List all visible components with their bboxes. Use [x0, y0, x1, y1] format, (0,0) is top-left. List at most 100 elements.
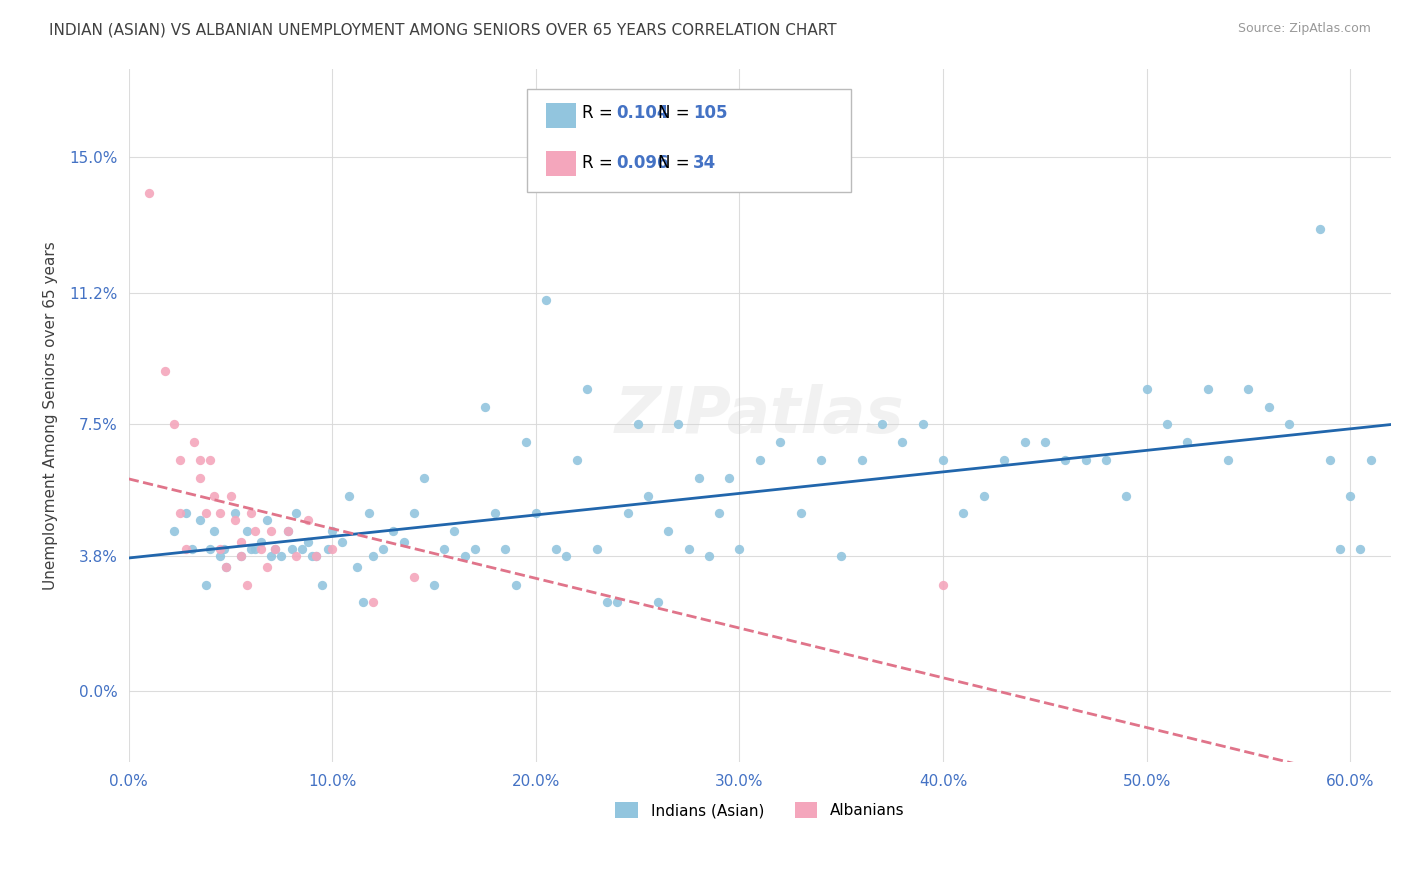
Point — [256, 559, 278, 574]
Point — [932, 453, 955, 467]
Point — [174, 541, 197, 556]
Point — [291, 541, 314, 556]
Text: Source: ZipAtlas.com: Source: ZipAtlas.com — [1237, 22, 1371, 36]
Point — [224, 513, 246, 527]
Point — [546, 541, 568, 556]
Point — [229, 549, 252, 563]
Point — [162, 417, 184, 432]
Point — [402, 570, 425, 584]
Point — [555, 549, 578, 563]
Point — [392, 534, 415, 549]
Point — [180, 541, 202, 556]
Point — [138, 186, 160, 200]
Point — [932, 577, 955, 591]
Point — [443, 524, 465, 538]
Point — [993, 453, 1015, 467]
Point — [361, 549, 384, 563]
Point — [1033, 435, 1056, 450]
Point — [243, 524, 266, 538]
Point — [346, 559, 368, 574]
Point — [209, 549, 232, 563]
Point — [311, 577, 333, 591]
Point — [1197, 382, 1219, 396]
Text: R =: R = — [582, 154, 619, 172]
Point — [297, 534, 319, 549]
Point — [769, 435, 792, 450]
Point — [789, 506, 811, 520]
Point — [169, 453, 191, 467]
Point — [413, 471, 436, 485]
Point — [657, 524, 679, 538]
Point — [301, 549, 323, 563]
Point — [1278, 417, 1301, 432]
Point — [474, 400, 496, 414]
Point — [453, 549, 475, 563]
Point — [1136, 382, 1159, 396]
Point — [1319, 453, 1341, 467]
Point — [162, 524, 184, 538]
Text: N =: N = — [658, 154, 695, 172]
Point — [952, 506, 974, 520]
Text: R =: R = — [582, 104, 619, 122]
Point — [198, 541, 221, 556]
Point — [891, 435, 914, 450]
Point — [305, 549, 328, 563]
Point — [321, 524, 343, 538]
Point — [728, 541, 751, 556]
Y-axis label: Unemployment Among Seniors over 65 years: Unemployment Among Seniors over 65 years — [44, 241, 58, 590]
Text: N =: N = — [658, 104, 695, 122]
Point — [1156, 417, 1178, 432]
Point — [1177, 435, 1199, 450]
Text: INDIAN (ASIAN) VS ALBANIAN UNEMPLOYMENT AMONG SENIORS OVER 65 YEARS CORRELATION : INDIAN (ASIAN) VS ALBANIAN UNEMPLOYMENT … — [49, 22, 837, 37]
Point — [198, 453, 221, 467]
Point — [973, 489, 995, 503]
Text: 0.096: 0.096 — [616, 154, 668, 172]
Point — [616, 506, 638, 520]
Point — [280, 541, 302, 556]
Point — [188, 513, 211, 527]
Text: 0.104: 0.104 — [616, 104, 668, 122]
Point — [373, 541, 395, 556]
Point — [637, 489, 659, 503]
Point — [870, 417, 893, 432]
Text: ZIPatlas: ZIPatlas — [614, 384, 904, 447]
Point — [337, 489, 360, 503]
Point — [494, 541, 516, 556]
Point — [718, 471, 741, 485]
Point — [297, 513, 319, 527]
Point — [423, 577, 446, 591]
Point — [433, 541, 456, 556]
Point — [484, 506, 506, 520]
Point — [316, 541, 339, 556]
Point — [586, 541, 609, 556]
Point — [215, 559, 238, 574]
Point — [505, 577, 527, 591]
Point — [382, 524, 405, 538]
Point — [668, 417, 690, 432]
Point — [627, 417, 650, 432]
Point — [195, 577, 218, 591]
Point — [305, 549, 328, 563]
Point — [202, 489, 225, 503]
Point — [1360, 453, 1382, 467]
Point — [810, 453, 832, 467]
Point — [647, 595, 669, 609]
Point — [1309, 221, 1331, 235]
Point — [1257, 400, 1279, 414]
Point — [321, 541, 343, 556]
Point — [1074, 453, 1097, 467]
Point — [534, 293, 557, 307]
Point — [1329, 541, 1351, 556]
Point — [830, 549, 852, 563]
Point — [357, 506, 380, 520]
Point — [606, 595, 628, 609]
Point — [596, 595, 619, 609]
Point — [911, 417, 934, 432]
Point — [236, 577, 259, 591]
Point — [524, 506, 547, 520]
Point — [1054, 453, 1077, 467]
Point — [256, 513, 278, 527]
Point — [155, 364, 177, 378]
Point — [250, 541, 273, 556]
Point — [229, 549, 252, 563]
